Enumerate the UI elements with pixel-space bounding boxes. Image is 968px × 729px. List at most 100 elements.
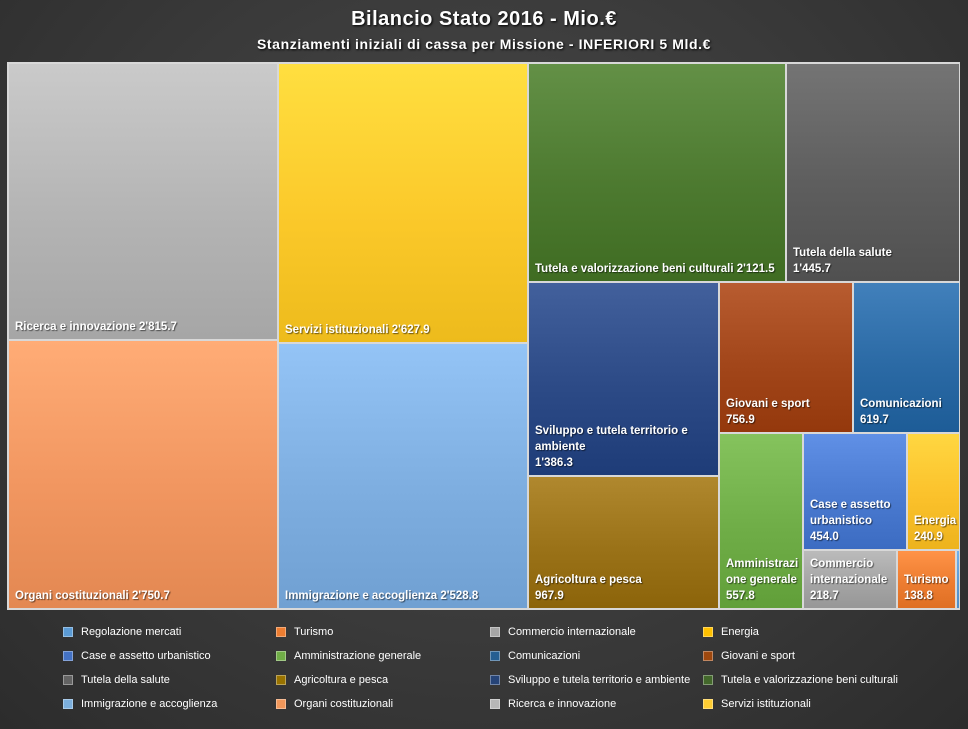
legend-label: Turismo	[294, 626, 334, 638]
tile-value: 1'386.3	[535, 457, 573, 469]
treemap-tile-label: Tutela della salute 1'445.7	[793, 245, 956, 277]
legend-swatch	[490, 699, 500, 709]
legend-item: Giovani e sport	[703, 648, 795, 664]
legend-swatch	[490, 675, 500, 685]
legend-item: Servizi istituzionali	[703, 696, 811, 712]
tile-name: Amministrazi one generale	[726, 558, 799, 586]
legend-label: Giovani e sport	[721, 650, 795, 662]
legend-swatch	[276, 651, 286, 661]
legend-swatch	[703, 699, 713, 709]
treemap-tile-label: Servizi istituzionali 2'627.9	[285, 322, 523, 338]
legend-label: Comunicazioni	[508, 650, 581, 662]
legend-label: Organi costituzionali	[294, 698, 394, 710]
legend-swatch	[703, 675, 713, 685]
treemap-tile-label: Case e assetto urbanistico 454.0	[810, 497, 902, 545]
tile-name: Servizi istituzionali	[285, 324, 389, 336]
legend-label: Tutela della salute	[81, 674, 170, 686]
treemap-tile-giovani: Giovani e sport 756.9	[719, 282, 853, 433]
tile-name: Giovani e sport	[726, 398, 810, 410]
treemap-tile-label: Tutela e valorizzazione beni culturali 2…	[535, 261, 781, 277]
legend-label: Agricoltura e pesca	[294, 674, 389, 686]
tile-name: Tutela della salute	[793, 247, 892, 259]
treemap-tile-label: Energia 240.9	[914, 513, 956, 545]
tile-value: 1'445.7	[793, 263, 831, 275]
legend-item: Agricoltura e pesca	[276, 672, 388, 688]
legend-swatch	[703, 651, 713, 661]
treemap-tile-commercio: Commercio internazionale 218.7	[803, 550, 897, 609]
treemap-tile-label: Sviluppo e tutela territorio e ambiente 1…	[535, 423, 714, 471]
tile-name: Ricerca e innovazione	[15, 321, 136, 333]
legend-item: Sviluppo e tutela territorio e ambiente	[490, 672, 690, 688]
treemap-tile-servizi: Servizi istituzionali 2'627.9	[278, 63, 528, 343]
tile-value: 619.7	[860, 414, 889, 426]
tile-value: 2'627.9	[391, 324, 430, 336]
legend-label: Regolazione mercati	[81, 626, 182, 638]
legend-item: Tutela e valorizzazione beni culturali	[703, 672, 898, 688]
tile-value: 2'815.7	[139, 321, 177, 333]
legend-swatch	[490, 651, 500, 661]
legend-swatch	[703, 627, 713, 637]
tile-name: Sviluppo e tutela territorio e ambiente	[535, 425, 688, 453]
tile-value: 218.7	[810, 590, 839, 602]
treemap-tile-label: Organi costituzionali 2'750.7	[15, 588, 273, 604]
tile-name: Tutela e valorizzazione beni culturali	[535, 263, 734, 275]
tile-name: Turismo	[904, 574, 949, 586]
legend-item: Comunicazioni	[490, 648, 580, 664]
treemap-tile-case: Case e assetto urbanistico 454.0	[803, 433, 907, 550]
legend-label: Energia	[721, 626, 759, 638]
treemap-tile-regolazione	[956, 550, 959, 609]
tile-value: 2'750.7	[131, 590, 170, 602]
legend-swatch	[63, 699, 73, 709]
legend-swatch	[490, 627, 500, 637]
tile-name: Agricoltura e pesca	[535, 574, 642, 586]
tile-value: 967.9	[535, 590, 564, 602]
tile-value: 138.8	[904, 590, 933, 602]
treemap-plot-area: Ricerca e innovazione 2'815.7 Organi cost…	[7, 62, 960, 610]
treemap-tile-label: Comunicazioni 619.7	[860, 396, 956, 428]
treemap-tile-sviluppo: Sviluppo e tutela territorio e ambiente 1…	[528, 282, 719, 476]
treemap-tile-label: Agricoltura e pesca 967.9	[535, 572, 714, 604]
legend-swatch	[276, 627, 286, 637]
legend-label: Sviluppo e tutela territorio e ambiente	[508, 674, 691, 686]
legend-item: Amministrazione generale	[276, 648, 421, 664]
legend-label: Case e assetto urbanistico	[81, 650, 211, 662]
legend-item: Turismo	[276, 624, 333, 640]
chart-title: Bilancio Stato 2016 - Mio.€	[351, 8, 617, 30]
legend-label: Amministrazione generale	[294, 650, 422, 662]
legend-item: Ricerca e innovazione	[490, 696, 616, 712]
legend-swatch	[63, 651, 73, 661]
treemap-tile-label: Amministrazi one generale 557.8	[726, 556, 798, 604]
legend-item: Tutela della salute	[63, 672, 170, 688]
tile-name: Commercio internazionale	[810, 558, 888, 586]
tile-value: 2'121.5	[736, 263, 775, 275]
tile-name: Comunicazioni	[860, 398, 942, 410]
treemap-tile-energia: Energia 240.9	[907, 433, 959, 550]
legend-label: Immigrazione e accoglienza	[81, 698, 218, 710]
treemap-tile-ricerca: Ricerca e innovazione 2'815.7	[8, 63, 278, 340]
treemap-tile-organi: Organi costituzionali 2'750.7	[8, 340, 278, 609]
tile-value: 557.8	[726, 590, 755, 602]
legend-swatch	[276, 675, 286, 685]
treemap-tile-tutela-beni: Tutela e valorizzazione beni culturali 2…	[528, 63, 786, 282]
legend-item: Immigrazione e accoglienza	[63, 696, 217, 712]
legend-label: Tutela e valorizzazione beni culturali	[721, 674, 898, 686]
legend-swatch	[63, 627, 73, 637]
treemap-tile-label: Giovani e sport 756.9	[726, 396, 848, 428]
treemap-tile-label: Commercio internazionale 218.7	[810, 556, 892, 604]
legend-swatch	[63, 675, 73, 685]
treemap-tile-immigrazione: Immigrazione e accoglienza 2'528.8	[278, 343, 528, 609]
tile-name: Case e assetto urbanistico	[810, 499, 891, 527]
tile-name: Immigrazione e accoglienza	[285, 590, 438, 602]
tile-value: 756.9	[726, 414, 755, 426]
tile-name: Energia	[914, 515, 957, 527]
legend-item: Organi costituzionali	[276, 696, 393, 712]
treemap-tile-amministrazione: Amministrazi one generale 557.8	[719, 433, 803, 609]
tile-name: Organi costituzionali	[15, 590, 129, 602]
legend-swatch	[276, 699, 286, 709]
treemap-tile-label: Turismo 138.8	[904, 572, 951, 604]
chart-subtitle: Stanziamenti iniziali di cassa per Missi…	[256, 36, 711, 52]
treemap-tile-agricoltura: Agricoltura e pesca 967.9	[528, 476, 719, 609]
legend-label: Servizi istituzionali	[721, 698, 811, 710]
legend-label: Ricerca e innovazione	[508, 698, 617, 710]
treemap-tile-label: Immigrazione e accoglienza 2'528.8	[285, 588, 523, 604]
